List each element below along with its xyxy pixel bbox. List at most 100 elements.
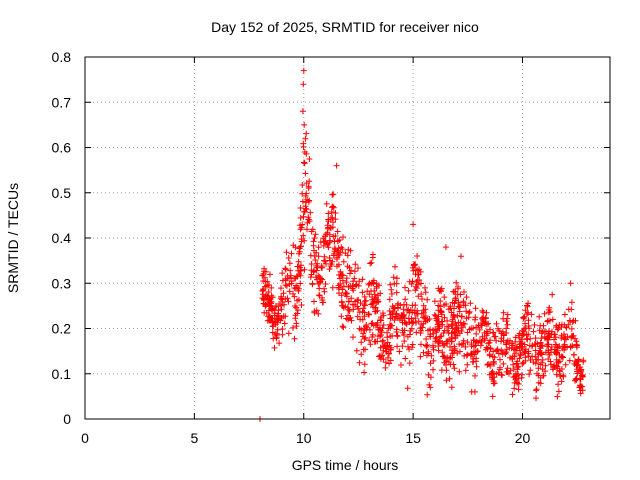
data-point [313,267,320,274]
data-point [468,388,475,395]
data-point [323,260,329,267]
data-point [317,239,324,246]
data-point [290,290,296,297]
data-point [443,377,450,384]
data-point [300,232,307,239]
data-point [430,344,437,351]
data-point [382,348,389,355]
data-point [297,214,304,221]
data-point [404,385,411,392]
data-point [278,306,285,313]
data-point [379,352,386,359]
data-point [515,386,522,393]
data-point [448,322,455,329]
data-point [443,301,449,307]
data-point [355,265,361,272]
data-point [519,327,526,334]
data-point [459,324,466,331]
data-point [433,334,440,341]
data-point [568,299,575,306]
data-point [278,296,285,303]
data-point [418,280,424,287]
data-point [479,307,486,314]
data-point [485,340,492,347]
data-point [335,252,342,259]
data-point [337,268,344,275]
data-point [513,345,520,352]
data-point [432,326,439,333]
data-point [553,371,560,378]
data-point [301,266,308,273]
data-point [306,156,313,162]
data-point [526,371,533,378]
data-point [539,366,546,373]
data-point [538,330,545,337]
data-point [487,362,494,369]
data-point [279,326,286,333]
data-point [339,277,346,284]
data-point [455,327,462,334]
data-point [413,329,420,336]
data-point [510,361,517,368]
y-tick-label: 0.8 [52,49,72,65]
data-point [448,338,455,345]
data-point [379,338,386,345]
data-point [529,353,536,360]
data-point [327,237,334,244]
data-point [336,237,343,243]
data-point [262,278,269,285]
data-point [487,345,494,352]
data-point [369,331,376,338]
data-point [504,365,511,372]
data-point [295,258,302,265]
data-point [286,288,293,295]
data-point [310,242,317,249]
data-point [532,341,539,348]
data-point [418,310,425,317]
data-point [453,279,460,286]
data-point [327,263,334,269]
data-point [489,371,496,378]
data-point [340,234,346,241]
data-point [282,282,289,289]
data-point [344,263,351,270]
data-point [573,376,580,383]
data-point [405,287,412,294]
data-point [319,276,326,283]
data-point [563,324,570,330]
data-point [322,233,329,240]
data-point [345,284,352,290]
data-point [380,343,387,350]
data-point [500,337,507,344]
data-point [343,290,350,297]
data-point [333,162,340,169]
data-point [533,387,540,394]
data-point [321,253,328,260]
data-point [438,311,445,318]
data-point [410,221,417,228]
data-point [546,332,553,339]
data-point [527,357,534,363]
data-point [332,210,339,216]
data-point [298,267,304,274]
data-point [545,317,552,324]
data-point [292,315,299,322]
data-point [537,339,544,346]
data-point [304,226,310,233]
data-point [541,310,548,317]
data-point [412,283,419,290]
data-point [354,313,361,320]
data-point [560,373,567,380]
data-point [503,318,510,325]
data-point [351,268,358,275]
data-point [277,295,284,302]
data-point [551,331,558,338]
data-point [553,363,560,370]
x-axis-title: GPS time / hours [292,457,399,473]
data-point [447,361,454,368]
data-point [340,283,347,290]
data-point [458,313,465,320]
data-point [535,365,542,372]
data-point [401,338,408,345]
